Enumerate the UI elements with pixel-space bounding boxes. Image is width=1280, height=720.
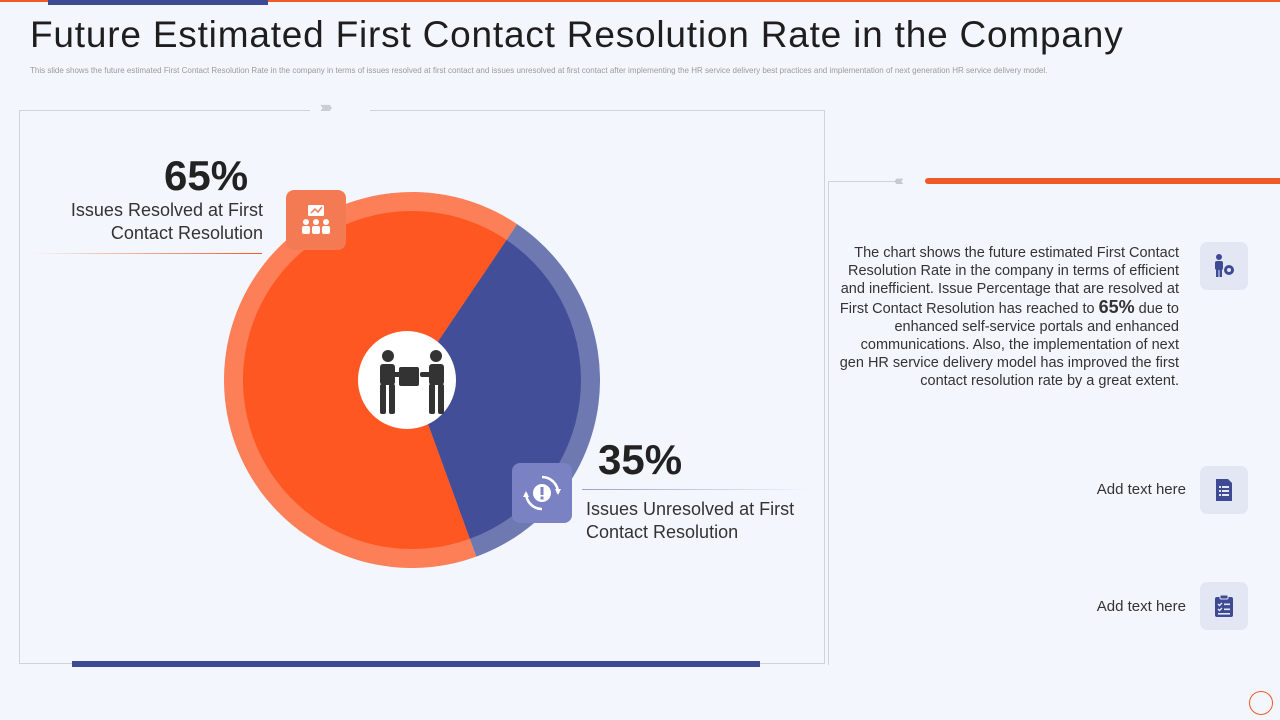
chart-frame	[19, 110, 825, 664]
person-gear-icon	[1200, 242, 1248, 290]
top-accent-bar	[48, 0, 268, 5]
unresolved-underline	[582, 489, 812, 490]
unresolved-label: Issues Unresolved at First Contact Resol…	[586, 499, 795, 542]
corner-decoration	[1249, 691, 1273, 715]
description-text: The chart shows the future estimated Fir…	[839, 245, 1179, 389]
chevrons-decoration-right: ‹‹‹‹	[894, 172, 904, 188]
description-frame	[828, 181, 829, 665]
slide-title: Future Estimated First Contact Resolutio…	[30, 14, 1124, 55]
bottom-accent-bar	[72, 661, 760, 667]
top-accent-line	[0, 0, 1280, 2]
unresolved-percentage: 35%	[598, 436, 683, 483]
gear-exclamation-cycle-icon	[512, 463, 572, 523]
chevrons-decoration: ››››	[320, 99, 332, 116]
resolved-percentage: 65%	[164, 152, 249, 199]
resolved-label: Issues Resolved at First Contact Resolut…	[70, 200, 263, 243]
side-item-label-1: Add text here	[1096, 481, 1186, 498]
presentation-team-icon	[286, 190, 346, 250]
slide-subtitle: This slide shows the future estimated Fi…	[30, 66, 1048, 75]
clipboard-checklist-icon	[1200, 582, 1248, 630]
right-accent-bar	[925, 178, 1280, 184]
document-list-icon	[1200, 466, 1248, 514]
resolved-underline	[30, 253, 262, 254]
side-item-label-2: Add text here	[1096, 598, 1186, 615]
